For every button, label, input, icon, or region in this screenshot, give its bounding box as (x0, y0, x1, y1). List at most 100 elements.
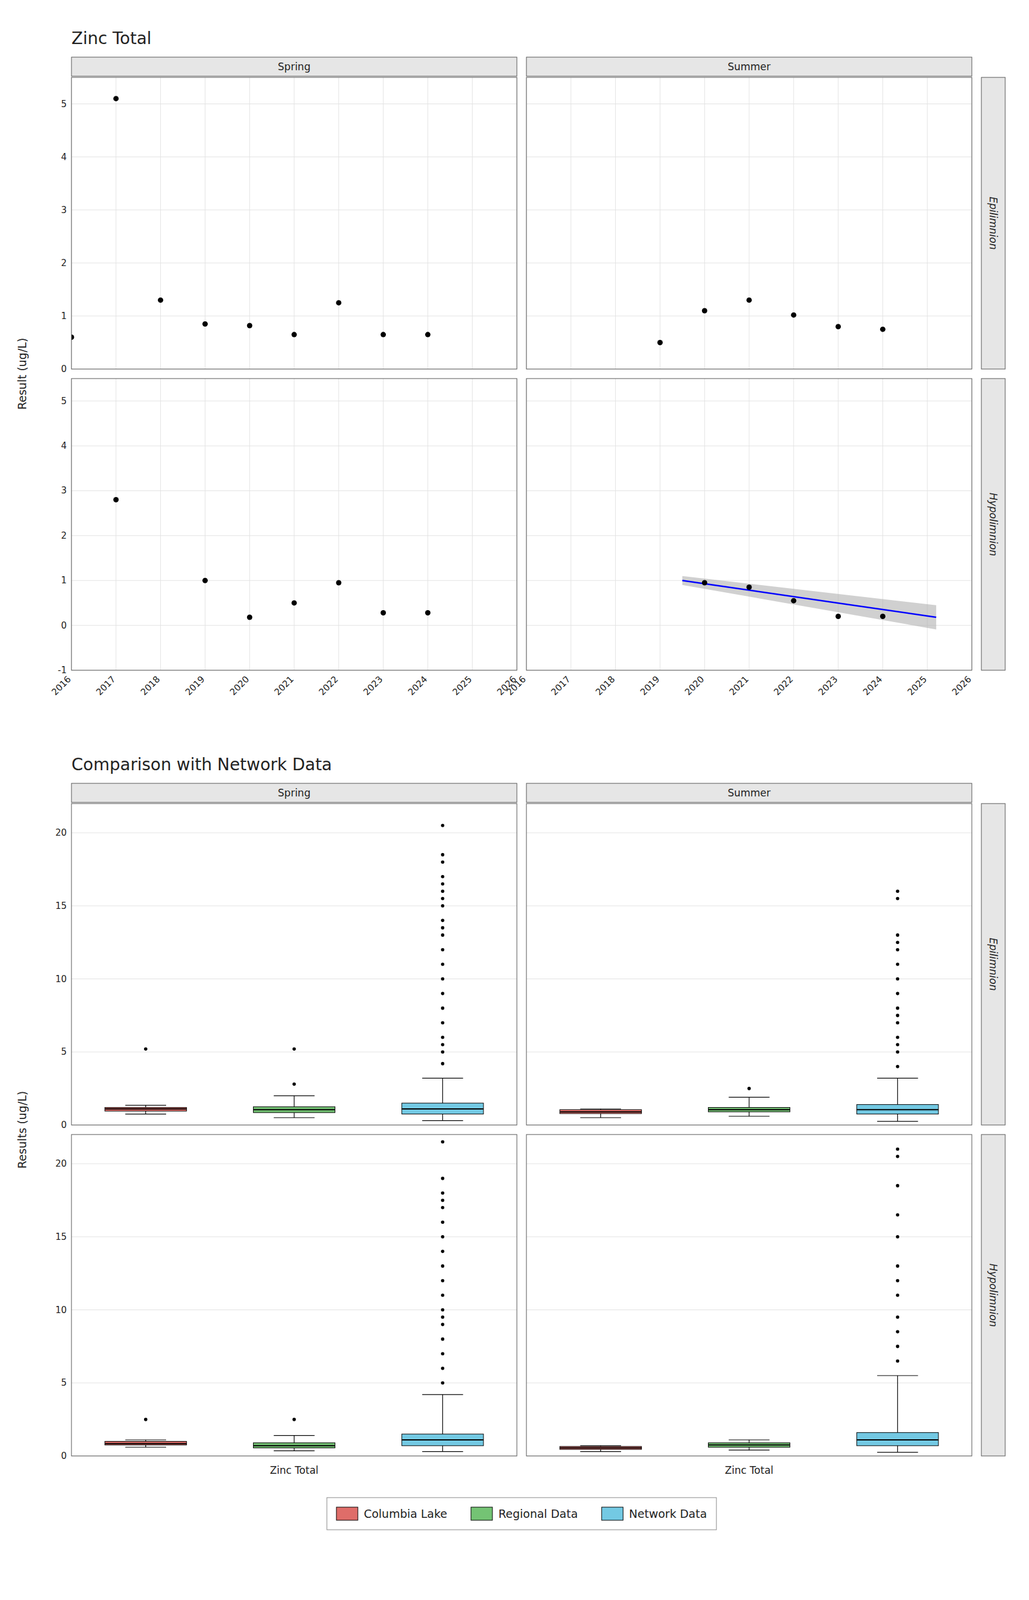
outlier (441, 1006, 445, 1011)
whisker (748, 1440, 750, 1444)
outlier (441, 1316, 445, 1320)
box-body (559, 1109, 642, 1115)
median (104, 1443, 187, 1445)
grid-line (338, 378, 339, 671)
plot-area (682, 576, 937, 631)
grid-line (71, 315, 517, 317)
y-tick-label: 5 (60, 1046, 67, 1058)
y-tick-label: -1 (57, 665, 67, 676)
facet-strip (981, 77, 1006, 370)
grid-line (71, 1236, 517, 1238)
whisker-cap (877, 1078, 919, 1080)
legend-frame (326, 1498, 717, 1531)
grid-line (526, 625, 972, 626)
grid-line (526, 978, 972, 980)
plot-background (526, 803, 972, 1126)
x-tick-label: 2020 (682, 674, 707, 698)
median (559, 1448, 642, 1450)
whisker-cap (877, 1375, 919, 1377)
y-tick-label: 3 (60, 485, 67, 497)
outlier (896, 977, 900, 982)
scatter-point (835, 323, 841, 330)
y-tick-label: 4 (60, 440, 67, 452)
whisker (897, 1376, 898, 1434)
legend-swatch (471, 1507, 493, 1521)
outlier (896, 1235, 900, 1240)
whisker-cap (580, 1451, 622, 1453)
y-tick-label: 20 (55, 827, 67, 839)
panel: 2016201720182019202020212022202320242025… (504, 378, 1006, 698)
outlier (441, 926, 445, 931)
legend-label: Columbia Lake (363, 1507, 448, 1521)
grid-line (71, 446, 517, 447)
y-tick-label: 0 (60, 363, 67, 375)
grid-line (71, 1052, 517, 1053)
outlier (441, 1021, 445, 1025)
x-tick-label: 2019 (637, 674, 662, 698)
scatter-point (425, 332, 431, 338)
scatter-point (746, 584, 753, 591)
scatter-point (247, 322, 253, 329)
box (253, 1048, 335, 1119)
whisker-cap (422, 1078, 464, 1080)
outlier (896, 1213, 900, 1218)
scatter-point (291, 332, 298, 338)
x-axis-label: Zinc Total (269, 1464, 319, 1477)
x-tick-label: 2016 (504, 674, 529, 698)
outlier (896, 1279, 900, 1284)
y-axis-label: Results (ug/L) (15, 1091, 29, 1170)
grid-line (160, 77, 161, 370)
median (708, 1109, 790, 1111)
y-tick-label: 5 (60, 395, 67, 407)
box (856, 889, 939, 1122)
outlier (441, 1199, 445, 1203)
plot-frame (526, 803, 972, 1126)
grid-line (526, 103, 972, 105)
plot-background (71, 378, 517, 671)
outlier (896, 962, 900, 967)
x-tick-label: 2025 (905, 674, 929, 698)
plot-background (71, 77, 517, 370)
whisker (748, 1097, 750, 1108)
scatter-point (247, 615, 253, 621)
box (708, 1087, 790, 1117)
grid-line (526, 833, 972, 834)
scatter-point (880, 613, 886, 620)
box-body (708, 1443, 790, 1448)
panel: 05101520Zinc Total (55, 1134, 517, 1477)
grid-line (115, 77, 117, 370)
outlier (441, 1250, 445, 1255)
scatter-point (380, 332, 386, 338)
grid-line (204, 378, 206, 671)
grid-line (659, 378, 661, 671)
grid-line (526, 156, 972, 158)
box (559, 1109, 642, 1119)
outlier (441, 1323, 445, 1327)
x-tick-label: 2025 (450, 674, 475, 698)
outlier (441, 904, 445, 909)
outlier (441, 962, 445, 967)
whisker (293, 1112, 295, 1119)
median (401, 1108, 484, 1110)
plot-area (113, 497, 431, 621)
whisker-cap (580, 1108, 622, 1110)
outlier (441, 1235, 445, 1240)
grid-line (472, 378, 473, 671)
outlier (441, 1308, 445, 1313)
grid-line (526, 535, 972, 536)
whisker-cap (422, 1120, 464, 1122)
box-body (856, 1433, 939, 1447)
grid-line (704, 77, 706, 370)
whisker-cap (422, 1451, 464, 1453)
legend-label: Network Data (628, 1507, 707, 1521)
outlier (441, 1140, 445, 1144)
y-tick-label: 3 (60, 204, 67, 216)
outlier (896, 948, 900, 953)
grid-line (526, 400, 972, 402)
scatter-point (291, 600, 298, 606)
outlier (896, 933, 900, 938)
scatter-point (790, 312, 797, 318)
whisker-cap (273, 1451, 316, 1452)
plot-area (559, 889, 939, 1122)
box-body (104, 1441, 187, 1446)
